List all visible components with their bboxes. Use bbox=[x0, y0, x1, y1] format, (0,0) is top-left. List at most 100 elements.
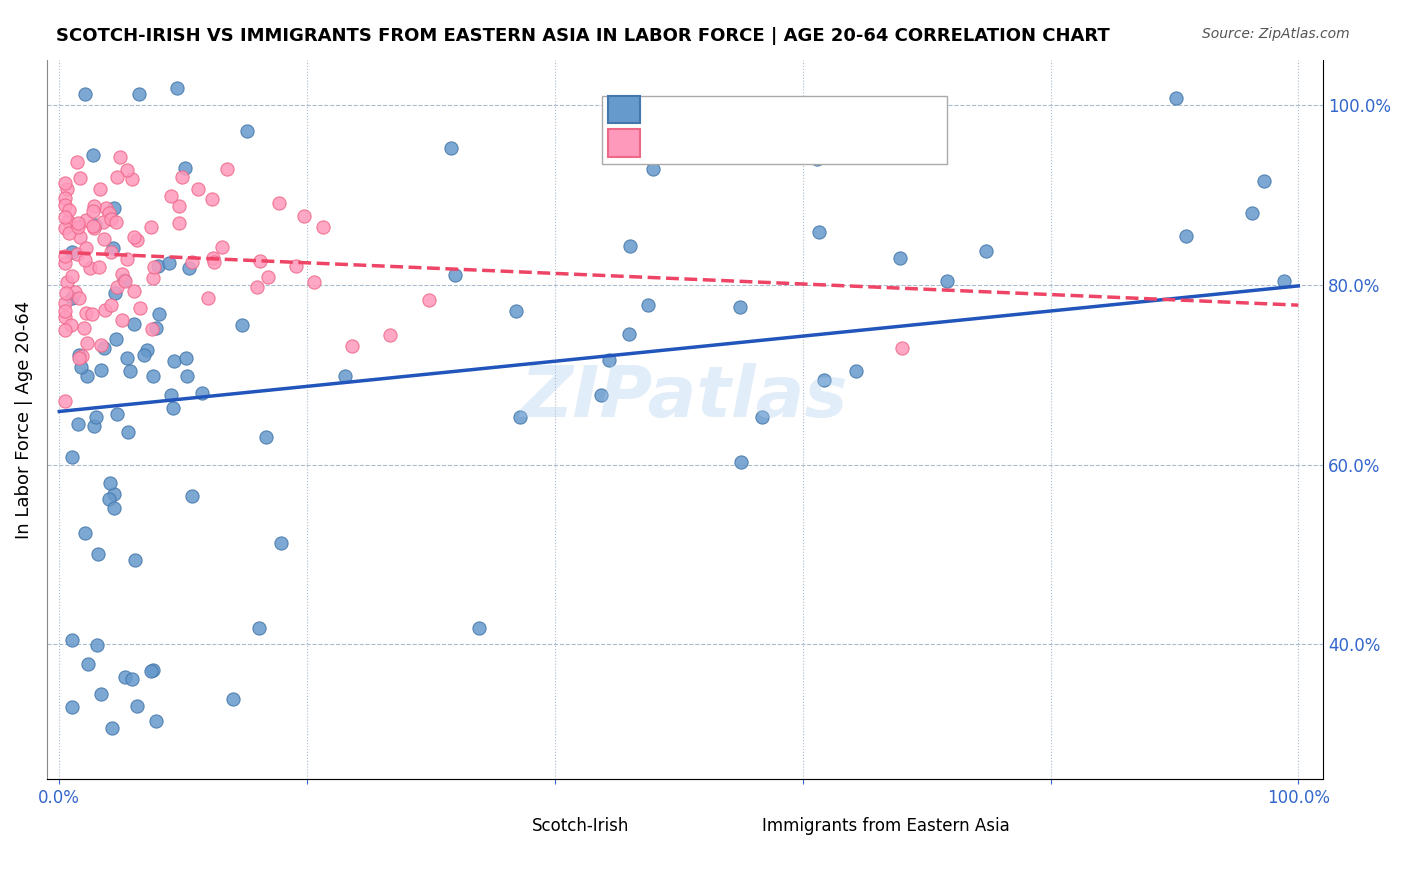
Point bbox=[201, 251, 224, 265]
Point bbox=[72, 349, 94, 363]
Point bbox=[167, 216, 190, 230]
Point bbox=[55, 198, 77, 212]
Point bbox=[254, 429, 277, 443]
Point bbox=[160, 188, 183, 202]
Point bbox=[215, 162, 238, 177]
Text: ZIPatlas: ZIPatlas bbox=[522, 363, 849, 433]
Point bbox=[444, 268, 467, 282]
Point bbox=[111, 312, 134, 326]
Point bbox=[505, 304, 527, 318]
Point bbox=[86, 638, 108, 652]
Point bbox=[142, 368, 165, 383]
Point bbox=[270, 535, 292, 549]
Point bbox=[80, 308, 103, 322]
Point bbox=[142, 271, 165, 285]
Point bbox=[302, 275, 325, 289]
Point bbox=[90, 687, 112, 701]
Point bbox=[159, 388, 181, 402]
Point bbox=[63, 285, 86, 299]
Point bbox=[83, 198, 105, 212]
Point bbox=[98, 475, 121, 490]
Text: Immigrants from Eastern Asia: Immigrants from Eastern Asia bbox=[762, 816, 1010, 835]
Point bbox=[94, 201, 117, 215]
Point bbox=[55, 176, 77, 190]
Point bbox=[56, 275, 79, 289]
Point bbox=[127, 699, 149, 714]
Point bbox=[1272, 274, 1295, 288]
Point bbox=[75, 241, 97, 255]
Text: SCOTCH-IRISH VS IMMIGRANTS FROM EASTERN ASIA IN LABOR FORCE | AGE 20-64 CORRELAT: SCOTCH-IRISH VS IMMIGRANTS FROM EASTERN … bbox=[56, 27, 1109, 45]
Point bbox=[247, 620, 270, 634]
Point bbox=[86, 410, 108, 425]
FancyBboxPatch shape bbox=[609, 129, 640, 157]
Point bbox=[76, 657, 98, 672]
Point bbox=[114, 670, 136, 684]
Point bbox=[69, 359, 91, 374]
Point bbox=[231, 318, 253, 332]
Point bbox=[115, 162, 138, 177]
Point bbox=[120, 363, 142, 377]
Point bbox=[115, 351, 138, 365]
Point bbox=[67, 417, 90, 431]
Point bbox=[121, 672, 143, 686]
Point bbox=[55, 221, 77, 235]
Point bbox=[142, 663, 165, 677]
Point bbox=[127, 234, 149, 248]
Point bbox=[105, 408, 128, 422]
Point bbox=[166, 80, 188, 95]
Point bbox=[112, 272, 135, 286]
Point bbox=[111, 267, 134, 281]
Point bbox=[76, 368, 98, 383]
Point bbox=[58, 202, 80, 217]
Point bbox=[83, 221, 105, 235]
FancyBboxPatch shape bbox=[609, 95, 640, 123]
Point bbox=[114, 274, 136, 288]
Point bbox=[806, 152, 828, 166]
Point bbox=[103, 486, 125, 500]
Point bbox=[58, 226, 80, 240]
Point bbox=[1175, 228, 1198, 243]
Point bbox=[55, 285, 77, 300]
Point bbox=[157, 255, 180, 269]
Point bbox=[101, 721, 124, 735]
Point bbox=[90, 338, 112, 352]
Point bbox=[73, 321, 96, 335]
Point bbox=[589, 387, 612, 401]
Point bbox=[728, 300, 751, 314]
Point bbox=[177, 260, 200, 275]
Point bbox=[246, 280, 269, 294]
FancyBboxPatch shape bbox=[494, 814, 522, 837]
Point bbox=[807, 226, 830, 240]
Point bbox=[121, 172, 143, 186]
Point bbox=[211, 240, 233, 254]
Point bbox=[90, 363, 112, 377]
Point bbox=[335, 368, 357, 383]
Point bbox=[141, 219, 163, 234]
Point bbox=[148, 307, 170, 321]
Point bbox=[83, 419, 105, 434]
Point bbox=[935, 274, 957, 288]
Point bbox=[181, 489, 204, 503]
Point bbox=[100, 245, 122, 260]
Point bbox=[56, 213, 79, 227]
Point bbox=[105, 169, 128, 184]
Text: R = -0.090   N = 95: R = -0.090 N = 95 bbox=[647, 137, 853, 155]
Point bbox=[249, 253, 271, 268]
Point bbox=[135, 343, 157, 357]
Point bbox=[890, 341, 912, 355]
Y-axis label: In Labor Force | Age 20-64: In Labor Force | Age 20-64 bbox=[15, 301, 32, 539]
Point bbox=[468, 621, 491, 635]
Point bbox=[87, 548, 110, 562]
Point bbox=[55, 394, 77, 409]
Point bbox=[197, 291, 219, 305]
Point bbox=[84, 218, 107, 232]
Point bbox=[55, 256, 77, 270]
Point bbox=[342, 339, 364, 353]
Point bbox=[66, 154, 89, 169]
Point bbox=[103, 201, 125, 215]
Point bbox=[67, 291, 90, 305]
Point bbox=[163, 354, 186, 368]
Point bbox=[60, 699, 83, 714]
Point bbox=[845, 364, 868, 378]
Point bbox=[751, 410, 773, 425]
